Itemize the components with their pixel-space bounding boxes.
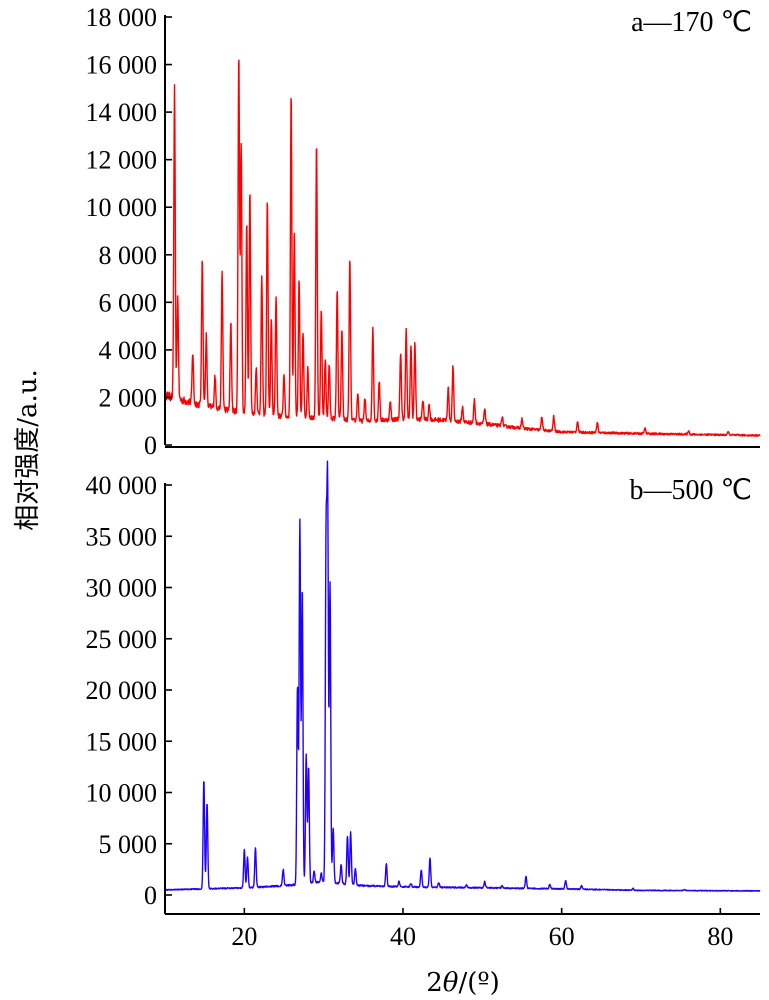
- y-tick-label-a: 16 000: [86, 51, 158, 80]
- y-tick-label-b: 20 000: [86, 676, 158, 705]
- y-tick-label-a: 10 000: [86, 193, 158, 222]
- x-tick-label: 40: [390, 922, 416, 951]
- y-tick-label-b: 10 000: [86, 779, 158, 808]
- x-axis-title-theta: θ: [443, 968, 459, 998]
- y-tick-label-b: 5 000: [99, 830, 158, 859]
- y-tick-label-b: 30 000: [86, 574, 158, 603]
- y-tick-label-a: 2 000: [99, 383, 158, 412]
- pattern-line-b: [164, 460, 761, 892]
- y-tick-label-a: 12 000: [86, 146, 158, 175]
- y-tick-label-b: 35 000: [86, 522, 158, 551]
- y-tick-label-b: 25 000: [86, 625, 158, 654]
- panel-label-b: b—500 ℃: [630, 475, 752, 506]
- pattern-line-a: [164, 59, 761, 437]
- x-tick-label: 80: [707, 922, 733, 951]
- x-tick-label: 20: [231, 922, 257, 951]
- y-tick-label-a: 0: [144, 431, 157, 460]
- x-axis-title-suffix: /(º): [458, 968, 499, 998]
- panel-label-a: a—170 ℃: [631, 7, 752, 38]
- y-axis-title: 相对强度/a.u.: [13, 369, 43, 531]
- y-tick-label-a: 18 000: [86, 3, 158, 32]
- x-axis-title: 2θ/(º): [426, 968, 499, 998]
- y-tick-label-a: 14 000: [86, 98, 158, 127]
- y-tick-label-a: 6 000: [99, 288, 158, 317]
- y-tick-label-b: 0: [144, 881, 157, 910]
- y-tick-label-a: 4 000: [99, 336, 158, 365]
- x-axis: 20 40 60 80: [164, 446, 760, 951]
- y-tick-label-b: 15 000: [86, 727, 158, 756]
- panel-a: 0 2 000 4 000 6 000 8 000 10 000 12 000 14 000 1…: [86, 3, 761, 460]
- x-tick-label: 60: [549, 922, 575, 951]
- y-tick-label-b: 40 000: [86, 471, 158, 500]
- y-tick-label-a: 8 000: [99, 241, 158, 270]
- x-axis-title-prefix: 2: [426, 968, 443, 998]
- panel-b: 0 5 000 10 000 15 000 20 000 25 000 30 000 35 0…: [86, 460, 761, 910]
